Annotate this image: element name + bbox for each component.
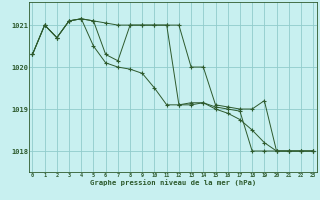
X-axis label: Graphe pression niveau de la mer (hPa): Graphe pression niveau de la mer (hPa) (90, 179, 256, 186)
